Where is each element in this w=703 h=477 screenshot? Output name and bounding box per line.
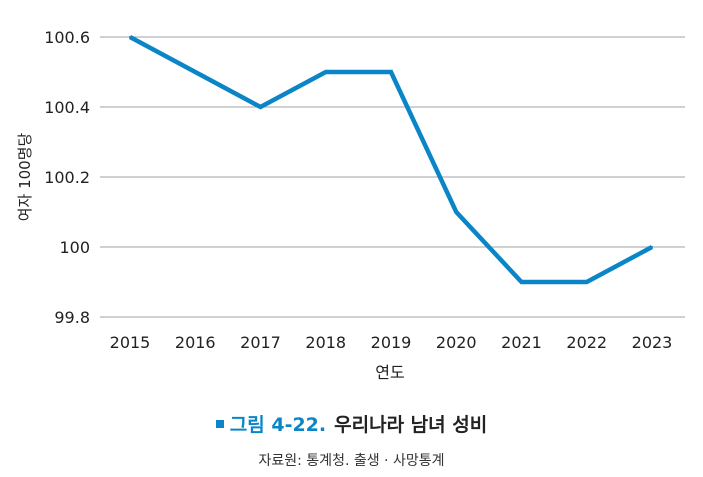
caption-marker-icon	[215, 419, 224, 428]
figure-title: 우리나라 남녀 성비	[334, 414, 488, 436]
data-point	[194, 71, 197, 73]
x-tick-label: 2017	[240, 333, 281, 352]
y-tick-labels: 99.8 100 100.2 100.4 100.6	[44, 28, 90, 327]
series-group	[128, 35, 654, 285]
y-tick-label: 100.6	[44, 28, 90, 47]
x-axis-label: 연도	[375, 363, 404, 382]
x-tick-label: 2021	[501, 333, 542, 352]
y-axis-label: 여자 100명당	[16, 133, 34, 222]
data-point	[520, 281, 523, 283]
y-tick-label: 100.2	[44, 168, 90, 187]
x-tick-label: 2023	[632, 333, 673, 352]
x-tick-label: 2015	[110, 333, 151, 352]
x-tick-label: 2019	[371, 333, 412, 352]
x-tick-labels: 2015 2016 2017 2018 2019 2020 2021 2022 2023	[110, 333, 673, 352]
data-point	[129, 36, 131, 38]
source-note: 자료원: 통계청. 출생 · 사망통계	[258, 453, 445, 469]
series-line	[128, 35, 654, 285]
x-tick-label: 2018	[305, 333, 346, 352]
y-tick-label: 99.8	[54, 308, 90, 327]
x-tick-label: 2020	[436, 333, 477, 352]
data-point	[455, 211, 458, 213]
gridlines	[100, 36, 685, 318]
data-point	[324, 71, 327, 73]
figure-number: 그림 4-22.	[229, 414, 327, 436]
x-tick-label: 2016	[175, 333, 216, 352]
figure-caption: 그림 4-22. 우리나라 남녀 성비	[0, 410, 703, 437]
data-point	[585, 281, 588, 283]
data-point	[259, 106, 262, 108]
data-point	[651, 246, 653, 248]
y-tick-label: 100	[59, 238, 90, 257]
data-point	[390, 71, 392, 73]
x-tick-label: 2022	[566, 333, 607, 352]
y-tick-label: 100.4	[44, 98, 90, 117]
